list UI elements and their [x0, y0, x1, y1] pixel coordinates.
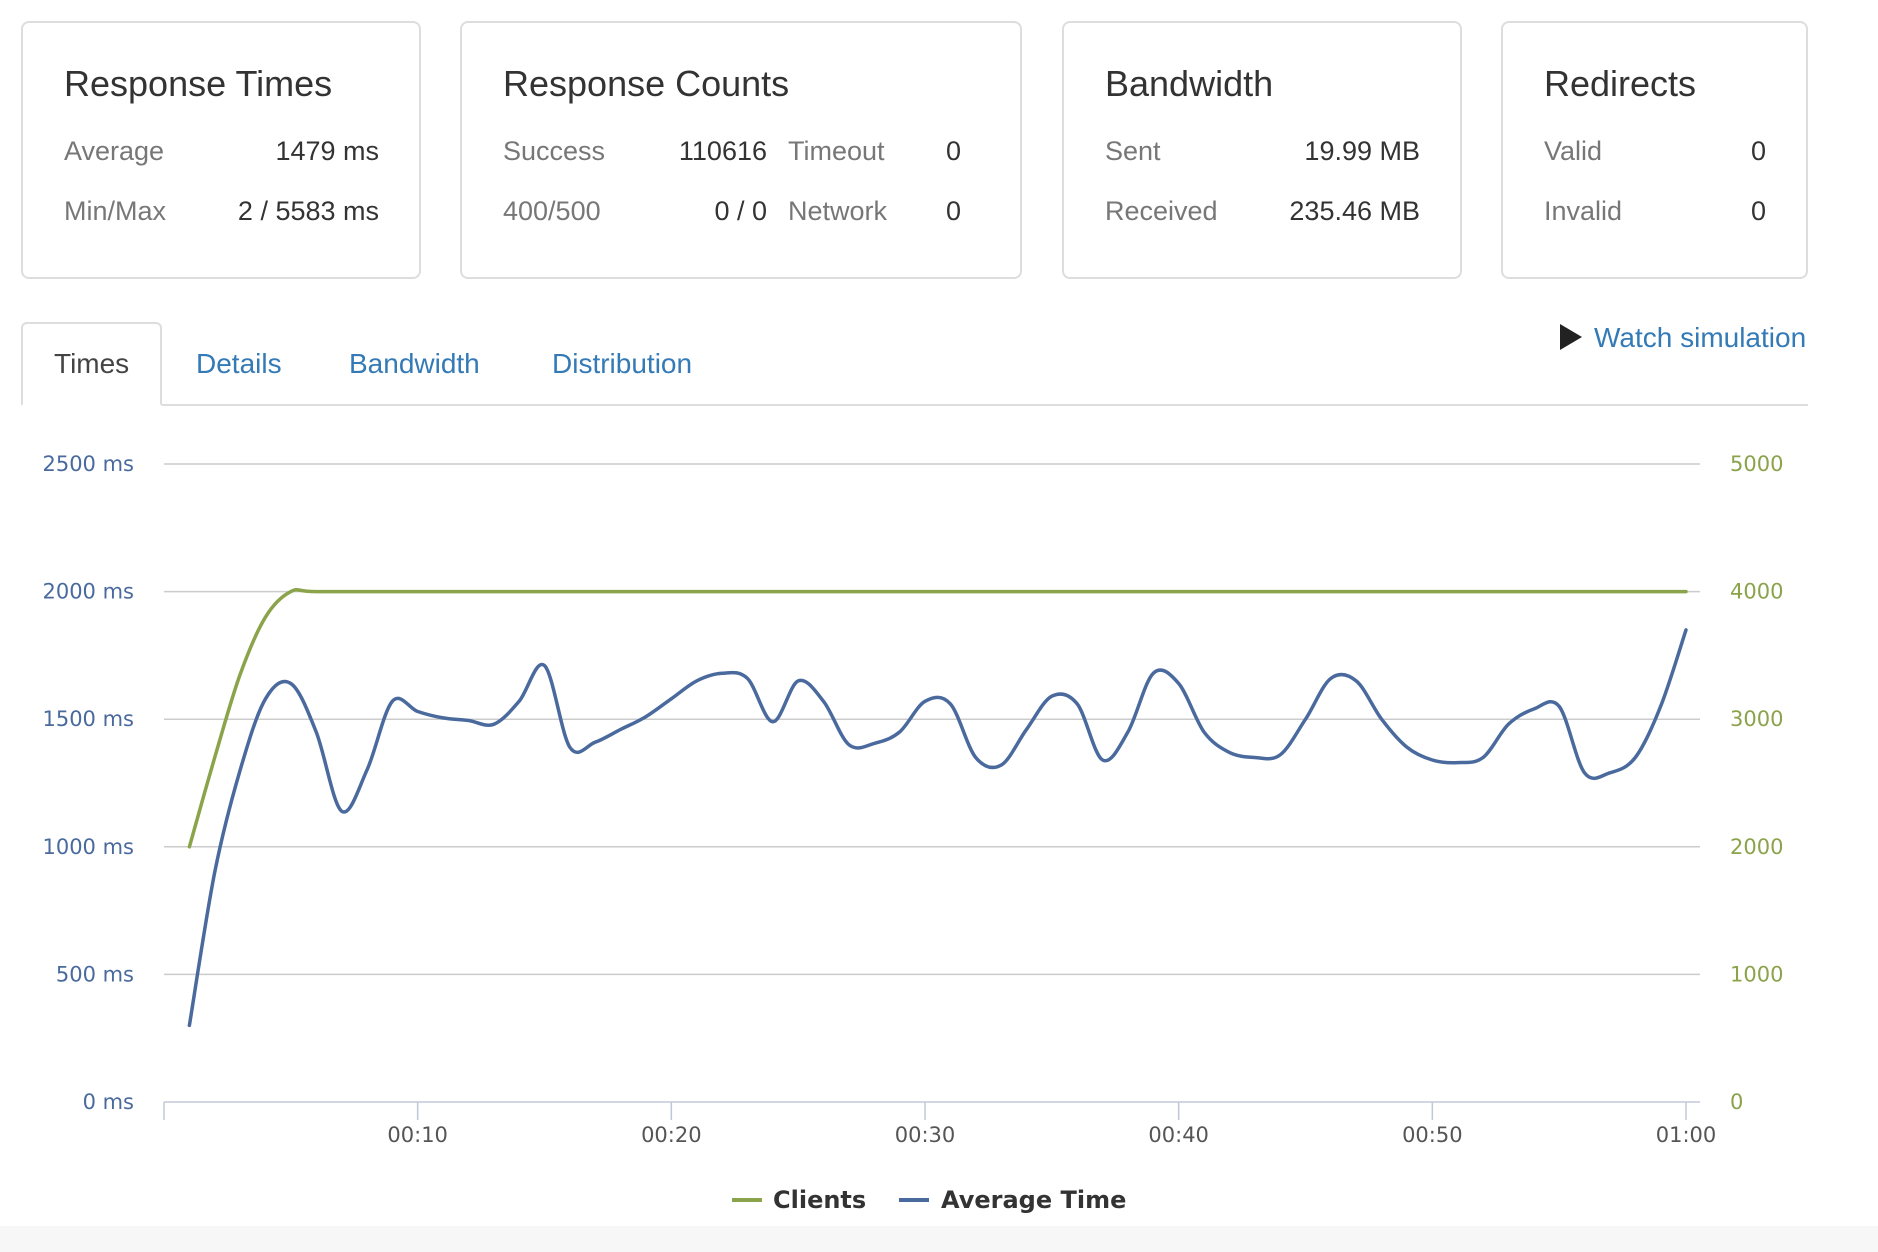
minmax-label: Min/Max — [64, 196, 167, 226]
y-left-tick-label: 1000 ms — [42, 835, 134, 859]
average-label: Average — [64, 136, 165, 166]
tab-bandwidth[interactable]: Bandwidth — [349, 348, 480, 379]
invalid-value: 0 — [1750, 196, 1766, 226]
invalid-label: Invalid — [1544, 196, 1623, 226]
average-value: 1479 ms — [275, 136, 379, 166]
watch-simulation-label: Watch simulation — [1594, 322, 1807, 353]
x-tick-label: 00:50 — [1402, 1123, 1463, 1147]
received-label: Received — [1105, 196, 1218, 226]
legend-average-time-label: Average Time — [941, 1186, 1126, 1214]
success-value: 110616 — [678, 136, 767, 166]
redirects-title: Redirects — [1544, 63, 1697, 104]
tab-times[interactable]: Times — [21, 322, 163, 406]
redirects-card: Redirects Valid 0 Invalid 0 — [1501, 21, 1808, 279]
y-right-tick-label: 3000 — [1730, 707, 1783, 731]
y-right-tick-label: 2000 — [1730, 835, 1783, 859]
play-icon — [1560, 324, 1582, 350]
x-tick-label: 00:40 — [1148, 1123, 1209, 1147]
errors-value: 0 / 0 — [714, 196, 767, 226]
minmax-value: 2 / 5583 ms — [237, 196, 379, 226]
response-times-card: Response Times Average 1479 ms Min/Max 2… — [21, 21, 421, 279]
average-time-series-line — [187, 628, 1688, 1028]
y-right-tick-label: 0 — [1730, 1090, 1743, 1114]
y-left-tick-label: 0 ms — [83, 1090, 134, 1114]
watch-simulation-link[interactable]: Watch simulation — [1560, 322, 1806, 354]
timeout-label: Timeout — [788, 136, 885, 166]
x-tick-label: 01:00 — [1656, 1123, 1717, 1147]
legend-clients-label: Clients — [773, 1186, 866, 1214]
footer-bar — [0, 1226, 1878, 1252]
tab-details[interactable]: Details — [196, 348, 282, 379]
y-left-tick-label: 2000 ms — [42, 580, 134, 604]
x-tick-label: 00:10 — [387, 1123, 448, 1147]
sent-label: Sent — [1105, 136, 1161, 166]
response-times-title: Response Times — [64, 63, 333, 104]
bandwidth-card: Bandwidth Sent 19.99 MB Received 235.46 … — [1062, 21, 1462, 279]
y-right-tick-label: 5000 — [1730, 452, 1783, 476]
y-right-tick-label: 4000 — [1730, 580, 1783, 604]
y-right-tick-label: 1000 — [1730, 962, 1783, 986]
bandwidth-title: Bandwidth — [1105, 63, 1274, 104]
y-left-tick-label: 2500 ms — [42, 452, 134, 476]
response-counts-card: Response Counts Success 110616 Timeout 0… — [460, 21, 1022, 279]
tabs-divider — [21, 404, 1808, 406]
y-left-tick-label: 1500 ms — [42, 707, 134, 731]
network-label: Network — [788, 196, 888, 226]
x-tick-label: 00:20 — [641, 1123, 702, 1147]
sent-value: 19.99 MB — [1304, 136, 1420, 166]
valid-label: Valid — [1544, 136, 1603, 166]
tab-distribution[interactable]: Distribution — [552, 348, 693, 379]
errors-label: 400/500 — [503, 196, 601, 226]
x-tick-label: 00:30 — [895, 1123, 956, 1147]
valid-value: 0 — [1750, 136, 1766, 166]
network-value: 0 — [945, 196, 961, 226]
success-label: Success — [503, 136, 606, 166]
y-left-tick-label: 500 ms — [56, 962, 134, 986]
clients-series-line — [187, 587, 1688, 849]
timeout-value: 0 — [945, 136, 961, 166]
response-counts-title: Response Counts — [503, 63, 790, 104]
received-value: 235.46 MB — [1289, 196, 1420, 226]
